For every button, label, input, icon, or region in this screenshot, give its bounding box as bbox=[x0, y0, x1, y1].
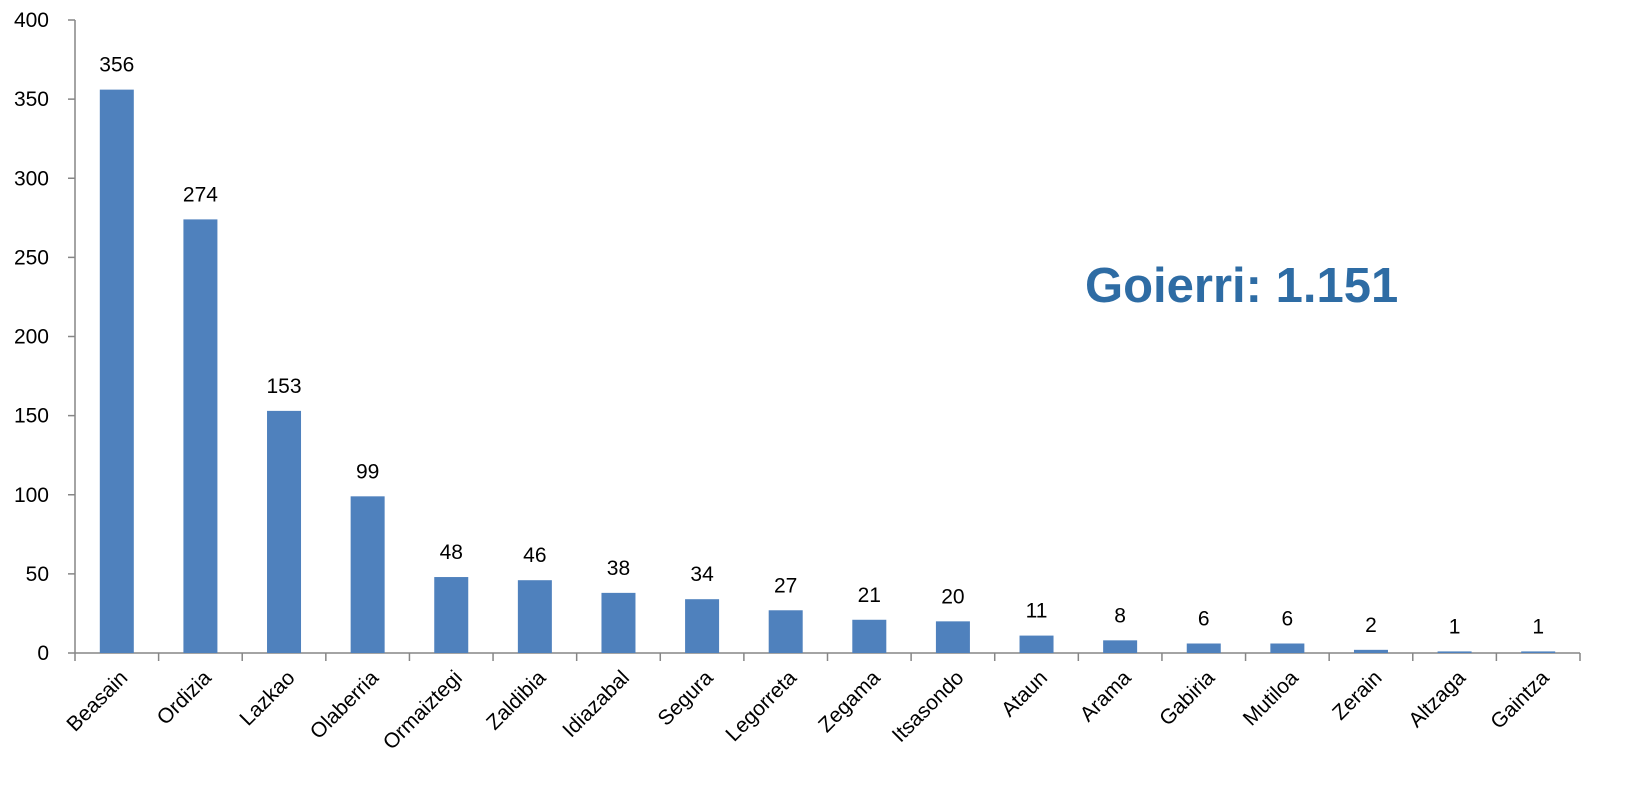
bar bbox=[601, 592, 636, 653]
bar bbox=[267, 410, 302, 653]
x-tick-label: Lazkao bbox=[235, 666, 299, 730]
x-tick-label: Segura bbox=[653, 666, 717, 730]
data-label: 153 bbox=[267, 375, 302, 398]
data-label: 20 bbox=[941, 585, 964, 608]
data-label: 46 bbox=[523, 544, 546, 567]
bar bbox=[99, 89, 134, 653]
y-tick-label: 400 bbox=[14, 9, 49, 32]
data-label: 6 bbox=[1198, 608, 1210, 631]
data-label: 21 bbox=[858, 584, 881, 607]
x-tick-label: Idiazabal bbox=[558, 666, 634, 742]
x-tick-label: Legorreta bbox=[721, 666, 801, 746]
data-label: 48 bbox=[440, 541, 463, 564]
bar bbox=[183, 219, 218, 653]
x-tick-label: Itsasondo bbox=[888, 666, 969, 747]
y-tick-label: 50 bbox=[26, 563, 49, 586]
bar bbox=[1353, 649, 1388, 653]
y-tick-label: 100 bbox=[14, 484, 49, 507]
data-label: 34 bbox=[690, 563, 714, 586]
y-tick-label: 250 bbox=[14, 246, 49, 269]
bar bbox=[935, 621, 970, 653]
x-tick-label: Altzaga bbox=[1404, 666, 1470, 732]
data-label: 8 bbox=[1114, 604, 1126, 627]
y-tick-label: 0 bbox=[37, 642, 49, 665]
bar bbox=[1521, 651, 1556, 653]
bar bbox=[1019, 635, 1054, 653]
bar bbox=[685, 599, 720, 653]
bar bbox=[852, 619, 887, 653]
x-tick-label: Ataun bbox=[997, 666, 1052, 721]
bar bbox=[1270, 643, 1305, 653]
data-label: 1 bbox=[1532, 615, 1544, 638]
data-label: 356 bbox=[99, 54, 134, 77]
x-axis bbox=[74, 652, 1581, 661]
data-label: 11 bbox=[1026, 600, 1048, 623]
bar bbox=[1186, 643, 1221, 653]
bar bbox=[1437, 651, 1472, 653]
x-tick-label: Gaintza bbox=[1486, 666, 1554, 734]
bar bbox=[350, 496, 385, 653]
x-tick-label: Gabiria bbox=[1155, 666, 1219, 730]
x-tick-label: Zaldibia bbox=[482, 666, 550, 734]
data-label: 38 bbox=[607, 557, 630, 580]
data-label: 99 bbox=[356, 460, 379, 483]
y-tick-label: 300 bbox=[14, 167, 49, 190]
x-tick-label: Beasain bbox=[62, 666, 132, 736]
data-label: 2 bbox=[1365, 614, 1377, 637]
y-tick-label: 200 bbox=[14, 326, 49, 349]
x-tick-label: Ormaiztegi bbox=[379, 666, 467, 754]
data-label: 27 bbox=[774, 574, 797, 597]
data-label: 274 bbox=[183, 183, 218, 206]
total-annotation: Goierri: 1.151 bbox=[1085, 259, 1399, 313]
x-tick-label: Arama bbox=[1076, 666, 1136, 726]
x-tick-label: Ordizia bbox=[153, 666, 217, 730]
bars bbox=[99, 89, 1556, 653]
bar bbox=[517, 580, 552, 653]
x-tick-label: Mutiloa bbox=[1239, 666, 1303, 730]
y-axis: 0 50 100 150 200 250 300 350 400 bbox=[14, 9, 76, 665]
x-tick-label: Olaberria bbox=[306, 666, 384, 744]
data-label: 1 bbox=[1449, 615, 1461, 638]
x-tick-label: Zerain bbox=[1328, 666, 1386, 724]
bar bbox=[434, 577, 469, 653]
y-tick-label: 150 bbox=[14, 405, 49, 428]
x-tick-label: Zegama bbox=[814, 666, 885, 737]
bar bbox=[1103, 640, 1138, 653]
y-tick-label: 350 bbox=[14, 88, 49, 111]
bar bbox=[768, 610, 803, 653]
data-label: 6 bbox=[1282, 608, 1294, 631]
